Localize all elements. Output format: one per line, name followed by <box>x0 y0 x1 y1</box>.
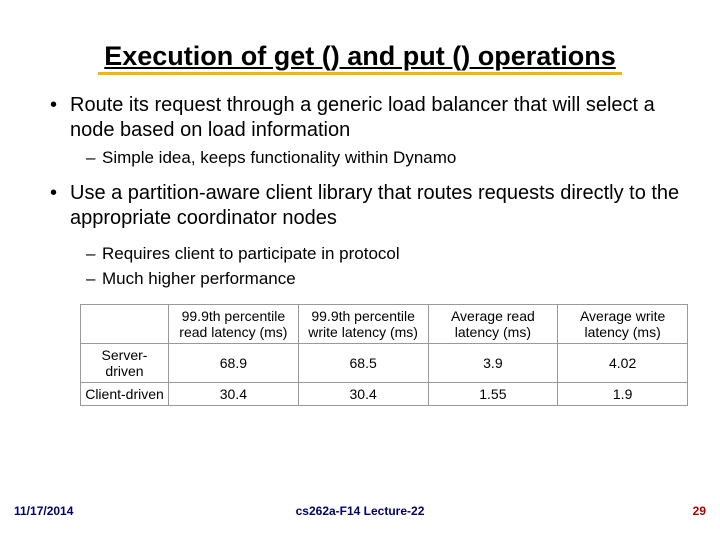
table-cell: 68.9 <box>169 343 299 382</box>
table-row: Client-driven 30.4 30.4 1.55 1.9 <box>81 383 688 406</box>
table-cell: 1.9 <box>558 383 688 406</box>
table-cell: 3.9 <box>428 343 558 382</box>
table-cell: 30.4 <box>169 383 299 406</box>
table-cell: 4.02 <box>558 343 688 382</box>
table-row: Server-driven 68.9 68.5 3.9 4.02 <box>81 343 688 382</box>
bullet-level1: Use a partition-aware client library tha… <box>40 181 680 231</box>
table-header-cell: Average write latency (ms) <box>558 304 688 343</box>
row-label: Server-driven <box>81 343 169 382</box>
table-header-cell <box>81 304 169 343</box>
table-header-row: 99.9th percentile read latency (ms) 99.9… <box>81 304 688 343</box>
bullet-level2: Requires client to participate in protoc… <box>40 243 680 265</box>
table-header-cell: 99.9th percentile read latency (ms) <box>169 304 299 343</box>
slide: Execution of get () and put () operation… <box>0 0 720 540</box>
table-cell: 30.4 <box>298 383 428 406</box>
footer-page-number: 29 <box>693 504 706 518</box>
latency-table: 99.9th percentile read latency (ms) 99.9… <box>80 304 688 406</box>
footer-date: 11/17/2014 <box>14 504 73 518</box>
bullet-level2: Simple idea, keeps functionality within … <box>40 147 680 169</box>
latency-table-container: 99.9th percentile read latency (ms) 99.9… <box>80 304 688 406</box>
footer: 11/17/2014 cs262a-F14 Lecture-22 29 <box>0 504 720 524</box>
footer-lecture: cs262a-F14 Lecture-22 <box>296 504 425 518</box>
table-header-cell: Average read latency (ms) <box>428 304 558 343</box>
bullet-level1: Route its request through a generic load… <box>40 93 680 143</box>
table-header-cell: 99.9th percentile write latency (ms) <box>298 304 428 343</box>
slide-title: Execution of get () and put () operation… <box>98 40 621 75</box>
table-cell: 1.55 <box>428 383 558 406</box>
bullet-level2: Much higher performance <box>40 268 680 290</box>
content-area: Route its request through a generic load… <box>30 93 690 406</box>
title-container: Execution of get () and put () operation… <box>30 40 690 75</box>
row-label: Client-driven <box>81 383 169 406</box>
table-cell: 68.5 <box>298 343 428 382</box>
